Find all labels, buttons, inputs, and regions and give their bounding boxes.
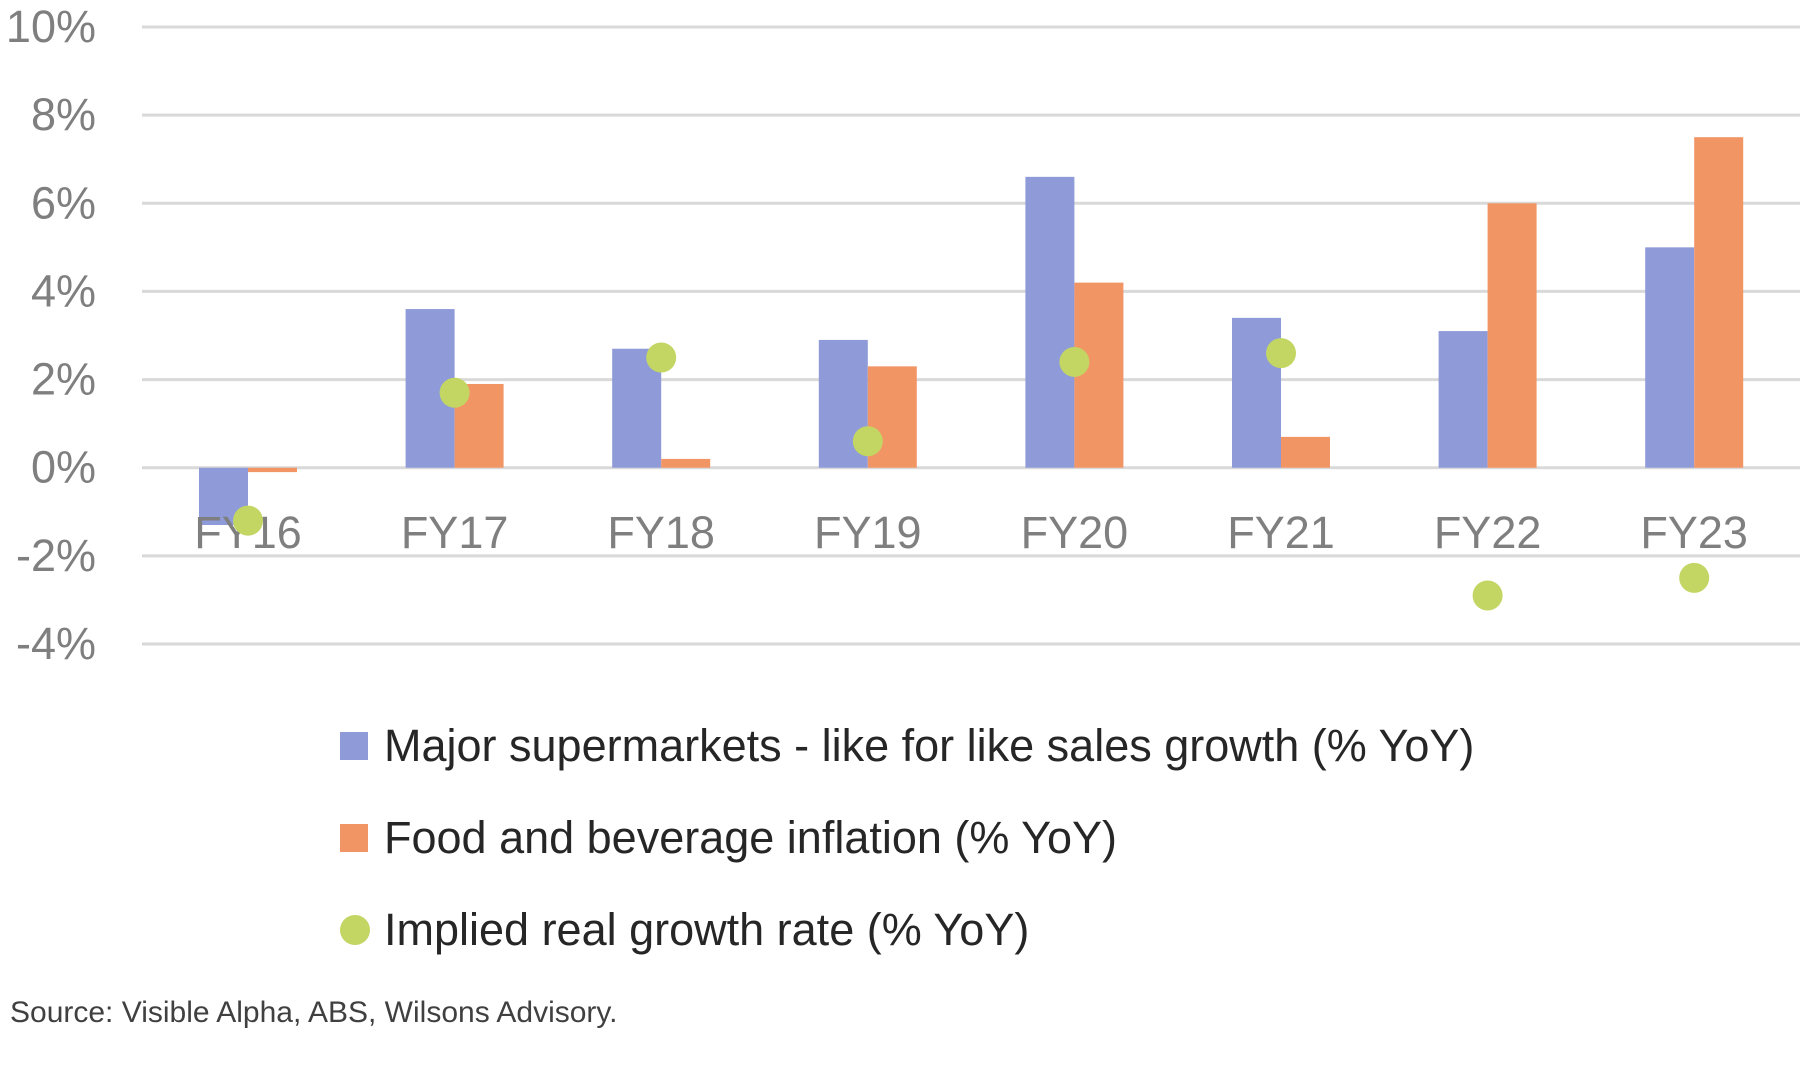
- bar-supermarkets: [1025, 176, 1075, 468]
- y-tick-label: -2%: [16, 530, 96, 581]
- bar-inflation: [661, 458, 711, 468]
- legend-swatch-supermarkets: [340, 732, 368, 760]
- y-tick-label: 6%: [31, 177, 96, 228]
- chart: 10%8%6%4%2%0%-2%-4%FY16FY17FY18FY19FY20F…: [6, 1, 1800, 669]
- legend-item-inflation: Food and beverage inflation (% YoY): [340, 792, 1474, 884]
- legend-label-real-growth: Implied real growth rate (% YoY): [384, 904, 1030, 955]
- legend: Major supermarkets - like for like sales…: [340, 700, 1474, 976]
- y-tick-label: 8%: [31, 89, 96, 140]
- point-real-growth: [1266, 338, 1296, 369]
- x-category-label: FY17: [401, 507, 509, 558]
- point-real-growth: [233, 505, 263, 536]
- legend-swatch-real-growth: [340, 915, 370, 945]
- bar-inflation: [1694, 137, 1744, 468]
- y-tick-label: 10%: [6, 1, 96, 52]
- x-category-label: FY19: [814, 507, 922, 558]
- legend-item-supermarkets: Major supermarkets - like for like sales…: [340, 700, 1474, 792]
- x-category-label: FY18: [607, 507, 715, 558]
- source-note: Source: Visible Alpha, ABS, Wilsons Advi…: [10, 996, 618, 1029]
- point-real-growth: [1059, 346, 1090, 377]
- y-tick-label: 2%: [31, 354, 96, 405]
- legend-swatch-inflation: [340, 824, 368, 852]
- x-category-label: FY20: [1021, 507, 1129, 558]
- bar-inflation: [1074, 282, 1124, 468]
- point-real-growth: [1472, 580, 1503, 611]
- bar-inflation: [248, 467, 297, 473]
- legend-item-real-growth: Implied real growth rate (% YoY): [340, 884, 1474, 976]
- bar-inflation: [1281, 436, 1330, 468]
- y-tick-label: -4%: [16, 618, 96, 669]
- point-real-growth: [646, 342, 677, 373]
- legend-label-supermarkets: Major supermarkets - like for like sales…: [384, 720, 1475, 771]
- bar-inflation: [1487, 203, 1537, 468]
- bar-supermarkets: [1645, 247, 1695, 468]
- x-category-label: FY23: [1640, 507, 1748, 558]
- x-category-label: FY22: [1434, 507, 1542, 558]
- x-category-label: FY21: [1227, 507, 1335, 558]
- y-tick-label: 0%: [31, 442, 96, 493]
- point-real-growth: [439, 377, 470, 408]
- legend-label-inflation: Food and beverage inflation (% YoY): [384, 812, 1118, 863]
- point-real-growth: [852, 426, 883, 457]
- y-tick-label: 4%: [31, 265, 96, 316]
- bar-supermarkets: [1438, 331, 1488, 468]
- point-real-growth: [1679, 562, 1710, 593]
